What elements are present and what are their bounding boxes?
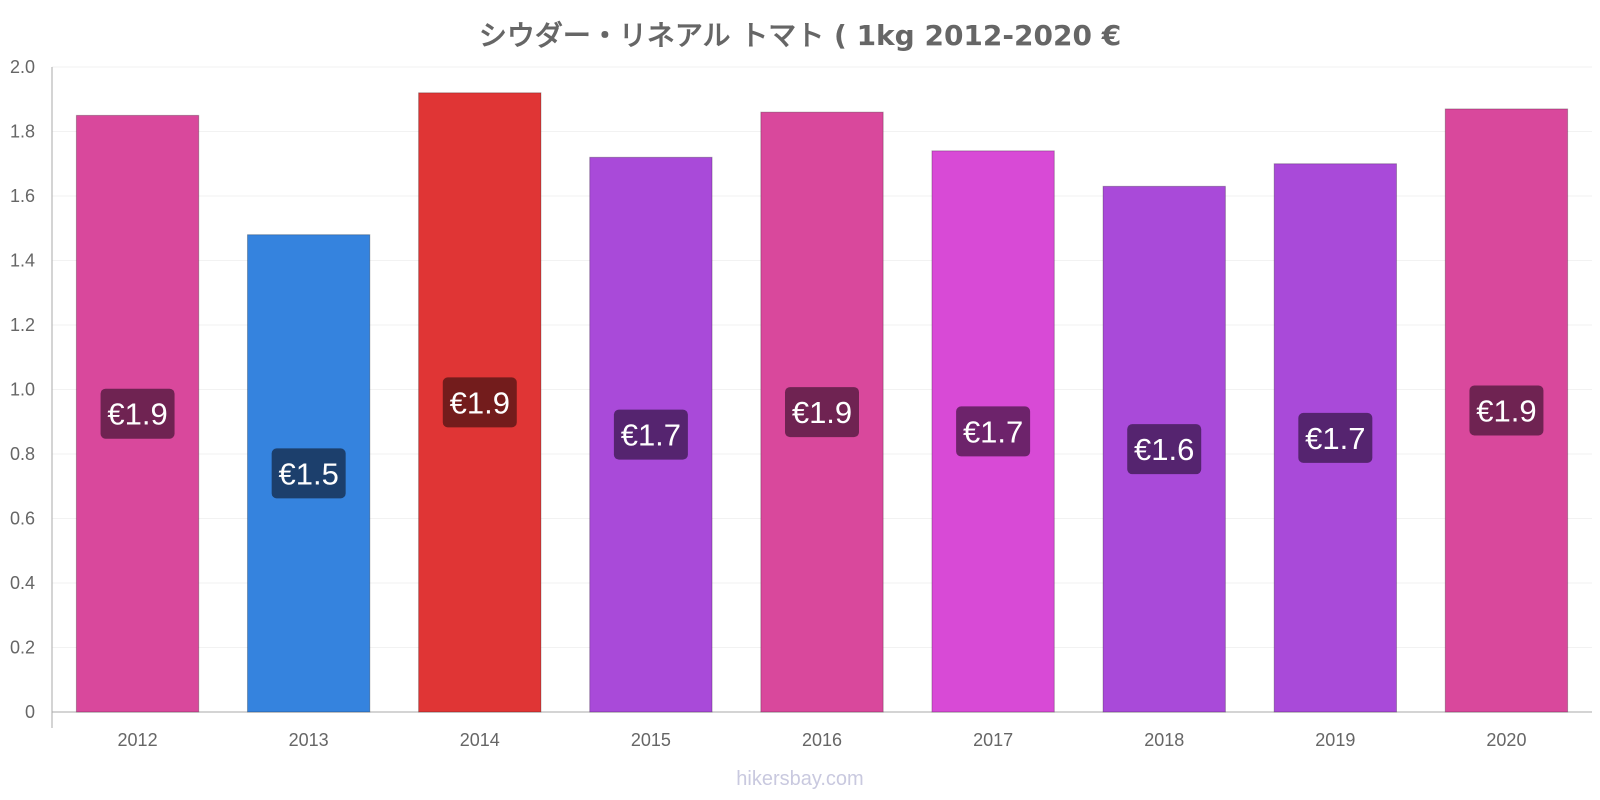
data-label-badge: [1298, 412, 1373, 463]
y-tick-label: 0.2: [10, 638, 35, 658]
y-tick-label: 0.8: [10, 444, 35, 464]
data-label: €1.5: [278, 456, 338, 491]
data-label: €1.6: [1134, 432, 1194, 467]
x-tick-label: 2019: [1315, 730, 1355, 750]
data-label: €1.9: [107, 397, 167, 432]
data-label-badge: [785, 387, 859, 438]
data-label-badge: [100, 388, 175, 439]
data-label-badge: [271, 448, 346, 499]
data-label: €1.9: [450, 385, 510, 420]
watermark-text: hikersbay.com: [736, 768, 864, 790]
y-tick-label: 1.2: [10, 315, 35, 335]
y-tick-label: 0.6: [10, 509, 35, 529]
x-tick-label: 2017: [973, 730, 1013, 750]
x-tick-label: 2013: [289, 730, 329, 750]
data-label: €1.7: [621, 418, 681, 453]
data-label: €1.7: [1305, 421, 1365, 456]
y-tick-label: 2.0: [10, 57, 35, 77]
data-label-badge: [442, 377, 517, 428]
data-label-badge: [956, 406, 1031, 457]
data-label: €1.7: [963, 414, 1023, 449]
x-tick-label: 2015: [631, 730, 671, 750]
chart-title: シウダー・リネアル トマト ( 1kg 2012-2020 €: [478, 19, 1122, 52]
x-tick-label: 2018: [1144, 730, 1184, 750]
y-tick-label: 1.4: [10, 251, 35, 271]
x-tick-label: 2012: [118, 730, 158, 750]
y-tick-label: 1.8: [10, 122, 35, 142]
data-label: €1.9: [792, 395, 852, 430]
x-tick-label: 2020: [1486, 730, 1526, 750]
x-tick-label: 2016: [802, 730, 842, 750]
data-label-badge: [613, 409, 688, 460]
data-label-badge: [1469, 385, 1544, 436]
data-label: €1.9: [1476, 393, 1536, 428]
y-tick-label: 1.6: [10, 186, 35, 206]
y-tick-label: 0: [25, 702, 35, 722]
data-label-badge: [1127, 424, 1202, 475]
y-tick-label: 0.4: [10, 573, 35, 593]
y-tick-label: 1.0: [10, 380, 35, 400]
x-tick-label: 2014: [460, 730, 500, 750]
